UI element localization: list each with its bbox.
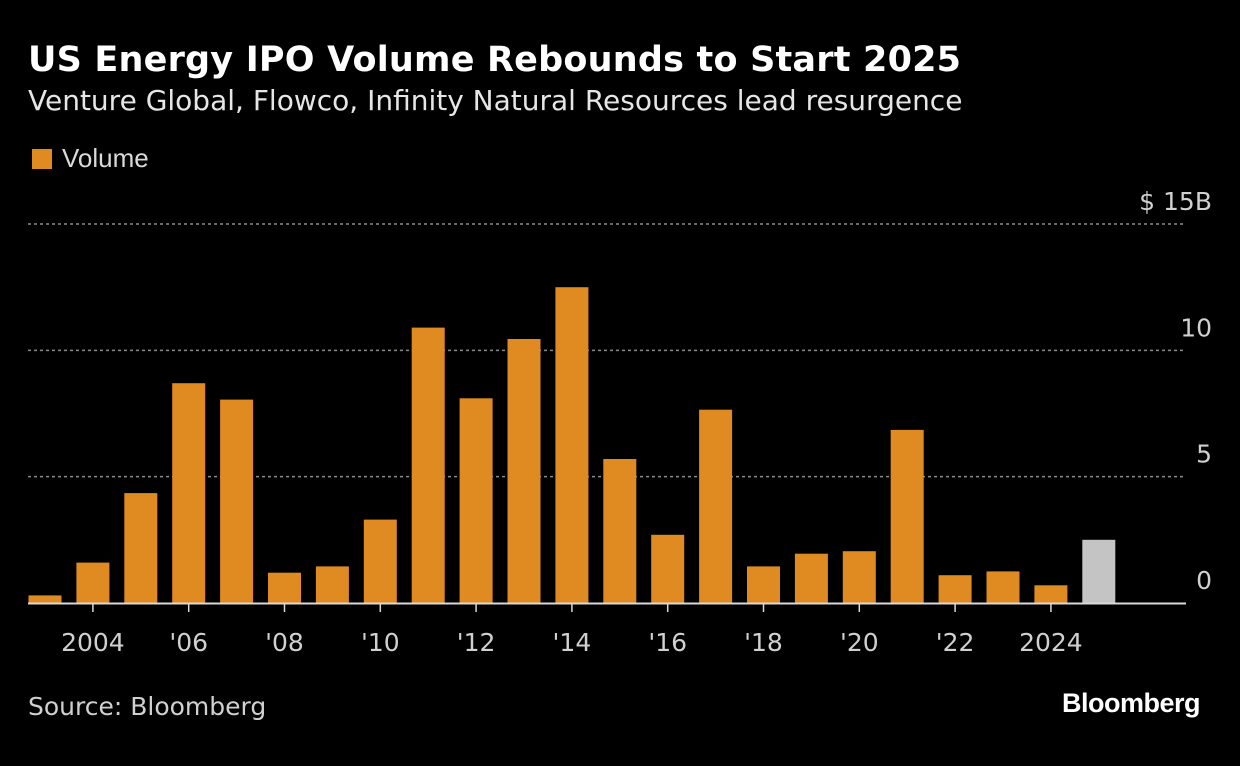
bar-2006 — [172, 383, 206, 603]
bar-2021 — [890, 429, 924, 603]
source-note: Source: Bloomberg — [28, 692, 267, 721]
bar-2024 — [1034, 585, 1068, 603]
bar-2010 — [363, 519, 397, 603]
x-tick-label-2014: '14 — [553, 628, 592, 657]
bar-2015 — [603, 459, 637, 603]
legend-label-volume: Volume — [62, 143, 149, 173]
bar-2016 — [651, 534, 685, 603]
bar-2004 — [76, 562, 110, 603]
bar-2013 — [507, 339, 541, 603]
bar-2017 — [699, 409, 733, 603]
legend-swatch-volume — [32, 148, 52, 169]
bar-2020 — [842, 551, 876, 603]
y-tick-label-0: 0 — [1196, 566, 1212, 595]
y-tick-label-15: $ 15B — [1139, 187, 1212, 216]
bar-2003 — [28, 595, 62, 603]
bar-2008 — [268, 572, 301, 603]
bar-2007 — [220, 399, 254, 603]
x-tick-label-2018: '18 — [744, 628, 783, 657]
x-tick-label-2008: '08 — [265, 628, 304, 657]
bar-2014 — [555, 287, 589, 603]
x-tick-label-2004: 2004 — [61, 628, 125, 657]
bar-2005 — [124, 493, 158, 603]
bloomberg-logo: Bloomberg — [1061, 688, 1201, 718]
bar-2019 — [794, 553, 828, 603]
bar-2022 — [938, 575, 972, 603]
chart-subtitle: Venture Global, Flowco, Infinity Natural… — [28, 84, 963, 117]
bar-2011 — [411, 327, 445, 603]
bar-2025 — [1082, 539, 1116, 603]
y-tick-label-10: 10 — [1180, 313, 1212, 342]
x-tick-label-2010: '10 — [361, 628, 400, 657]
x-tick-label-2020: '20 — [840, 628, 879, 657]
x-tick-label-2022: '22 — [936, 628, 975, 657]
bar-2009 — [315, 566, 349, 603]
bar-2012 — [459, 398, 493, 603]
x-tick-label-2024: 2024 — [1019, 628, 1083, 657]
bar-2018 — [747, 566, 780, 603]
x-tick-label-2006: '06 — [169, 628, 208, 657]
x-tick-label-2012: '12 — [457, 628, 496, 657]
y-tick-label-5: 5 — [1196, 440, 1212, 469]
legend: Volume — [32, 143, 149, 174]
bar-2023 — [986, 571, 1020, 603]
x-tick-label-2016: '16 — [648, 628, 687, 657]
chart-title: US Energy IPO Volume Rebounds to Start 2… — [28, 40, 962, 80]
